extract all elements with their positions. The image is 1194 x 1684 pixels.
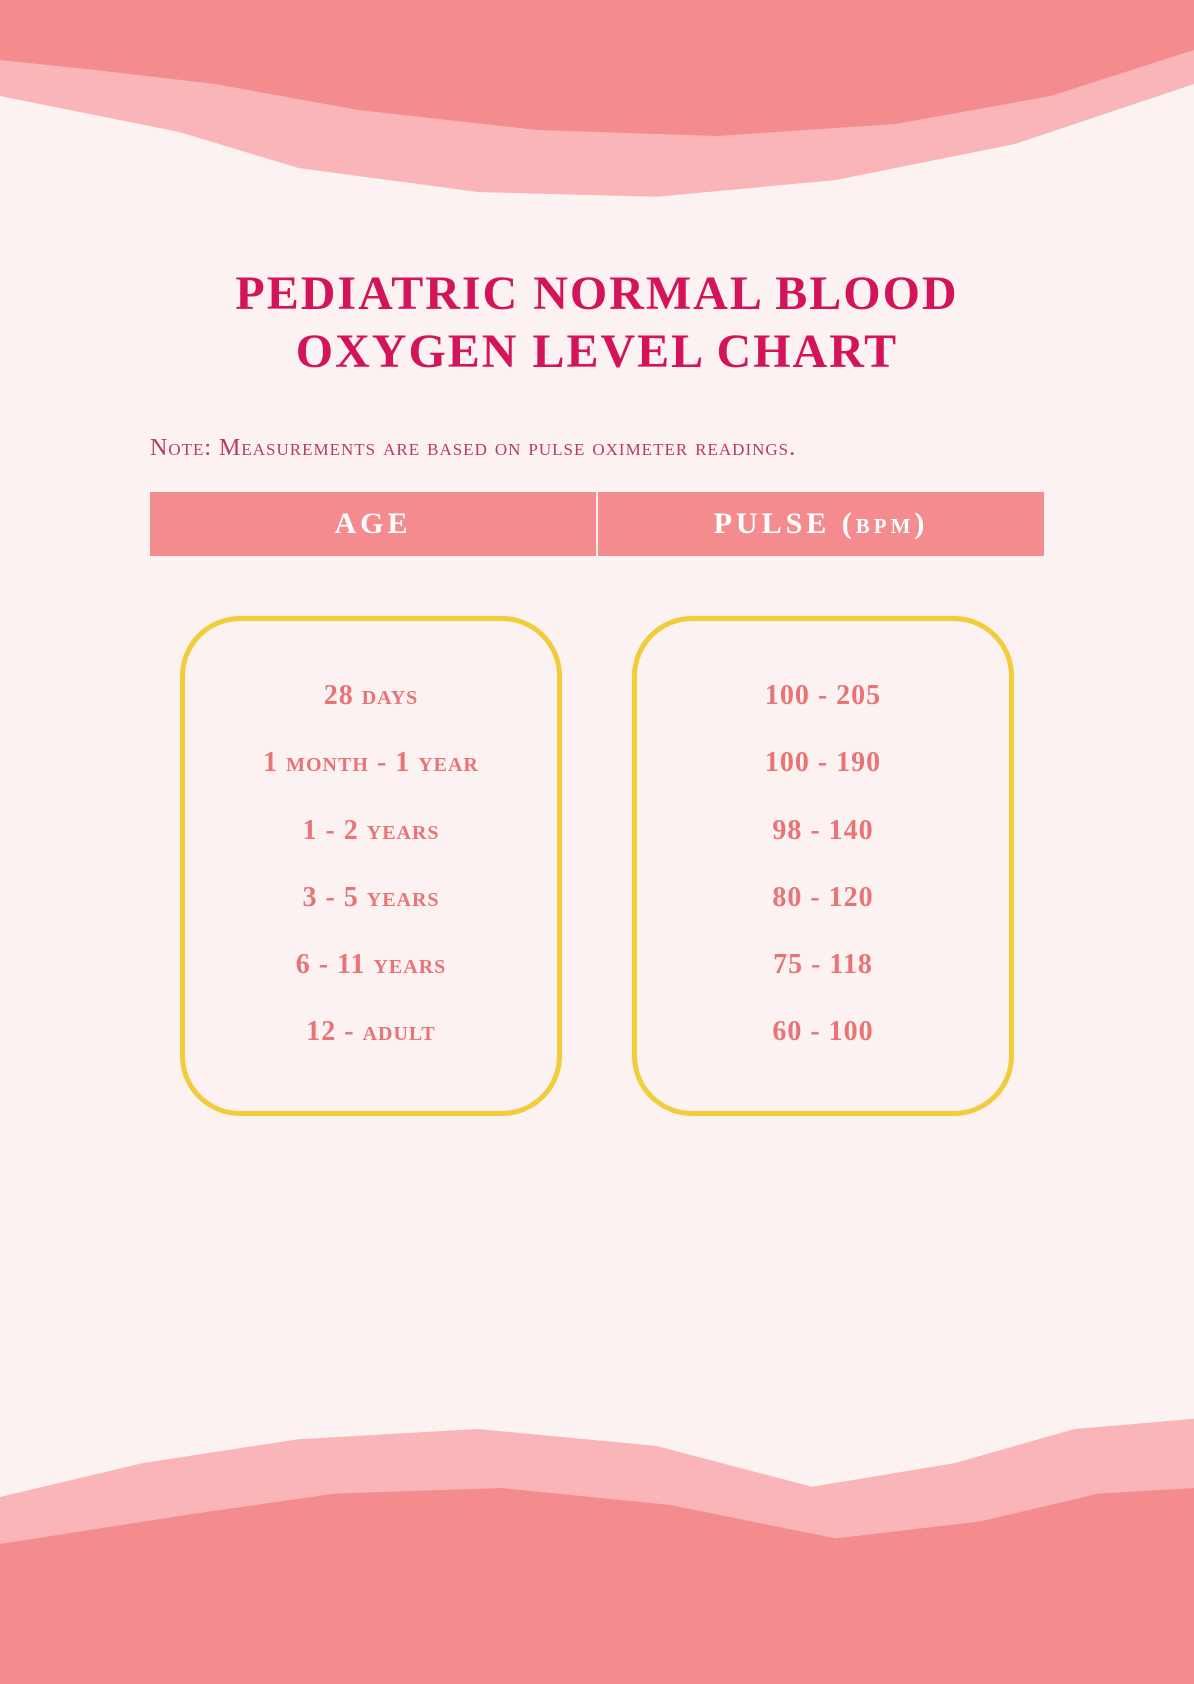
pulse-data-box: 100 - 205 100 - 190 98 - 140 80 - 120 75… [632, 616, 1014, 1116]
pulse-row-3: 80 - 120 [667, 878, 979, 917]
note-text: Note: Measurements are based on pulse ox… [150, 435, 1044, 462]
content-container: PEDIATRIC NORMAL BLOOD OXYGEN LEVEL CHAR… [0, 265, 1194, 1116]
pulse-row-0: 100 - 205 [667, 676, 979, 715]
pulse-row-5: 60 - 100 [667, 1012, 979, 1051]
header-pulse: PULSE (bpm) [596, 492, 1044, 556]
header-age: AGE [150, 492, 596, 556]
age-row-4: 6 - 11 years [215, 945, 527, 984]
data-container: 28 days 1 month - 1 year 1 - 2 years 3 -… [150, 616, 1044, 1116]
age-row-5: 12 - adult [215, 1012, 527, 1051]
table-header: AGE PULSE (bpm) [150, 492, 1044, 556]
age-data-box: 28 days 1 month - 1 year 1 - 2 years 3 -… [180, 616, 562, 1116]
pulse-row-4: 75 - 118 [667, 945, 979, 984]
age-row-2: 1 - 2 years [215, 811, 527, 850]
age-row-0: 28 days [215, 676, 527, 715]
age-row-1: 1 month - 1 year [215, 743, 527, 782]
age-row-3: 3 - 5 years [215, 878, 527, 917]
page-title: PEDIATRIC NORMAL BLOOD OXYGEN LEVEL CHAR… [150, 265, 1044, 380]
pulse-row-2: 98 - 140 [667, 811, 979, 850]
pulse-row-1: 100 - 190 [667, 743, 979, 782]
